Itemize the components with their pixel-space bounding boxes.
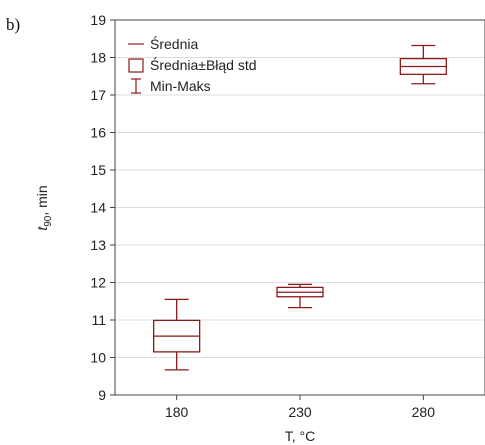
x-axis-title: T, °C bbox=[285, 428, 316, 444]
grid-lines bbox=[115, 57, 485, 358]
legend-box-marker bbox=[128, 58, 144, 73]
box-180 bbox=[153, 298, 201, 371]
y-tick-label: 14 bbox=[90, 200, 106, 216]
y-tick-label: 12 bbox=[90, 275, 106, 291]
y-tick-label: 11 bbox=[91, 312, 106, 328]
legend-whisker-marker bbox=[131, 78, 141, 94]
x-tick-labels: 180 230 280 bbox=[165, 395, 435, 420]
x-tick-label: 180 bbox=[165, 404, 189, 420]
y-tick-label: 13 bbox=[90, 237, 106, 253]
y-tick-label: 19 bbox=[90, 12, 106, 28]
x-tick-label: 230 bbox=[288, 404, 312, 420]
y-tick-labels: 9 10 11 12 13 14 15 16 17 18 19 bbox=[90, 12, 115, 403]
box-series bbox=[153, 44, 447, 371]
legend-whisker-label: Min-Maks bbox=[150, 78, 211, 94]
y-tick-label: 16 bbox=[90, 125, 106, 141]
box-280 bbox=[399, 44, 447, 85]
x-tick-label: 280 bbox=[412, 404, 436, 420]
y-tick-label: 15 bbox=[90, 162, 106, 178]
y-tick-label: 10 bbox=[90, 350, 106, 366]
legend-mean-label: Średnia bbox=[150, 35, 198, 52]
plot-frame bbox=[114, 19, 485, 396]
panel-label: b) bbox=[6, 15, 20, 34]
box-230 bbox=[276, 283, 324, 309]
y-axis-title: t90, min bbox=[34, 185, 54, 230]
y-tick-label: 9 bbox=[98, 387, 106, 403]
legend: Średnia Średnia±Błąd std Min-Maks bbox=[128, 35, 257, 94]
y-tick-label: 18 bbox=[90, 50, 106, 66]
y-tick-label: 17 bbox=[90, 87, 106, 103]
legend-box-label: Średnia±Błąd std bbox=[150, 56, 257, 73]
